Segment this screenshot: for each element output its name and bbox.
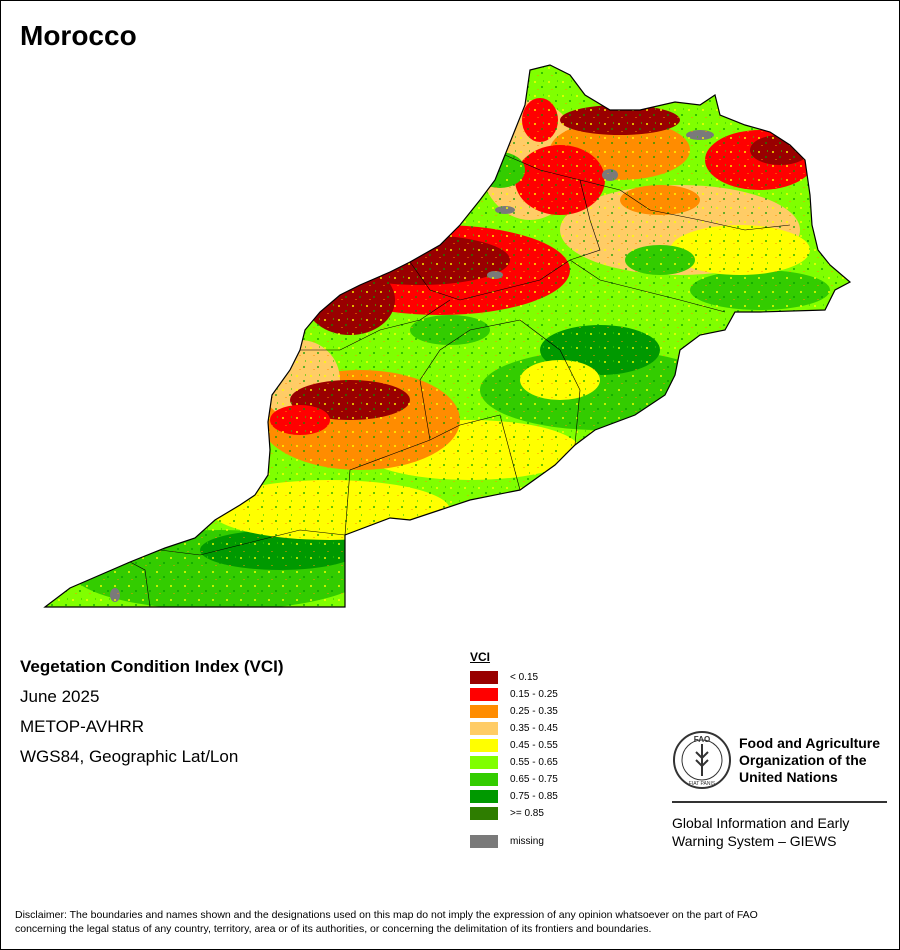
legend-label: < 0.15 <box>510 672 539 683</box>
legend-item: 0.45 - 0.55 <box>470 739 630 753</box>
disclaimer: Disclaimer: The boundaries and names sho… <box>15 908 885 936</box>
admin-boundary <box>569 259 726 313</box>
fao-logo-ring <box>673 731 731 789</box>
legend-swatch <box>470 739 498 752</box>
giews-name: Global Information and Early Warning Sys… <box>672 814 892 850</box>
legend-label: 0.55 - 0.65 <box>510 757 558 768</box>
fao-logo-text: FAO <box>694 735 710 744</box>
legend-item: 0.35 - 0.45 <box>470 722 630 736</box>
fao-logo-inner-ring <box>681 739 723 781</box>
legend-title: VCI <box>470 650 491 664</box>
vci-map <box>44 64 851 608</box>
legend-label: 0.45 - 0.55 <box>510 740 558 751</box>
admin-boundary <box>569 179 601 261</box>
admin-boundary <box>649 209 791 231</box>
legend-swatch <box>470 756 498 769</box>
fao-logo-motto: FIAT PANIS <box>689 781 716 787</box>
projection-name: WGS84, Geographic Lat/Lon <box>20 747 239 766</box>
admin-boundary <box>419 319 521 441</box>
legend-swatch <box>470 722 498 735</box>
legend-item-missing: missing <box>470 835 630 849</box>
admin-boundaries <box>129 154 791 608</box>
disclaimer-line: Disclaimer: The boundaries and names sho… <box>15 909 758 921</box>
legend-label: 0.25 - 0.35 <box>510 706 558 717</box>
admin-boundary <box>300 299 451 351</box>
legend-item: 0.15 - 0.25 <box>470 688 630 702</box>
sensor-name: METOP-AVHRR <box>20 717 145 736</box>
legend-item: 0.75 - 0.85 <box>470 790 630 804</box>
legend-item: >= 0.85 <box>470 807 630 821</box>
wheat-icon <box>695 744 709 776</box>
legend-label: >= 0.85 <box>510 808 544 819</box>
legend-item: 0.65 - 0.75 <box>470 773 630 787</box>
legend-swatch <box>470 835 498 848</box>
legend-swatch <box>470 688 498 701</box>
map-title: Morocco <box>20 20 137 51</box>
admin-boundary <box>129 561 151 608</box>
legend-label: 0.75 - 0.85 <box>510 791 558 802</box>
vci-raster <box>45 65 850 607</box>
legend-swatch <box>470 705 498 718</box>
legend-label: 0.15 - 0.25 <box>510 689 558 700</box>
giews-line: Global Information and Early <box>672 815 850 831</box>
admin-boundary <box>519 319 581 446</box>
disclaimer-line: concerning the legal status of any count… <box>15 923 652 935</box>
giews-line: Warning System – GIEWS <box>672 833 837 849</box>
legend-item: 0.25 - 0.35 <box>470 705 630 719</box>
legend-swatch <box>470 790 498 803</box>
fao-name-line: United Nations <box>739 769 838 785</box>
legend-label: 0.35 - 0.45 <box>510 723 558 734</box>
fao-name: Food and Agriculture Organization of the… <box>739 735 899 786</box>
legend-item: < 0.15 <box>470 671 630 685</box>
legend-label: missing <box>510 836 544 847</box>
fao-name-line: Food and Agriculture <box>739 735 881 751</box>
legend-swatch <box>470 773 498 786</box>
legend-item: 0.55 - 0.65 <box>470 756 630 770</box>
fao-name-line: Organization of the <box>739 752 867 768</box>
map-date: June 2025 <box>20 687 100 706</box>
map-legend: VCI < 0.15 0.15 - 0.25 0.25 - 0.35 0.35 - 0… <box>470 650 630 860</box>
legend-swatch <box>470 807 498 820</box>
fao-logo: FAO FIAT PANIS <box>673 731 731 789</box>
divider <box>672 801 887 803</box>
vci-texture <box>45 65 850 607</box>
index-name: Vegetation Condition Index (VCI) <box>20 657 284 676</box>
legend-swatch <box>470 671 498 684</box>
admin-boundary <box>409 259 571 301</box>
legend-label: 0.65 - 0.75 <box>510 774 558 785</box>
